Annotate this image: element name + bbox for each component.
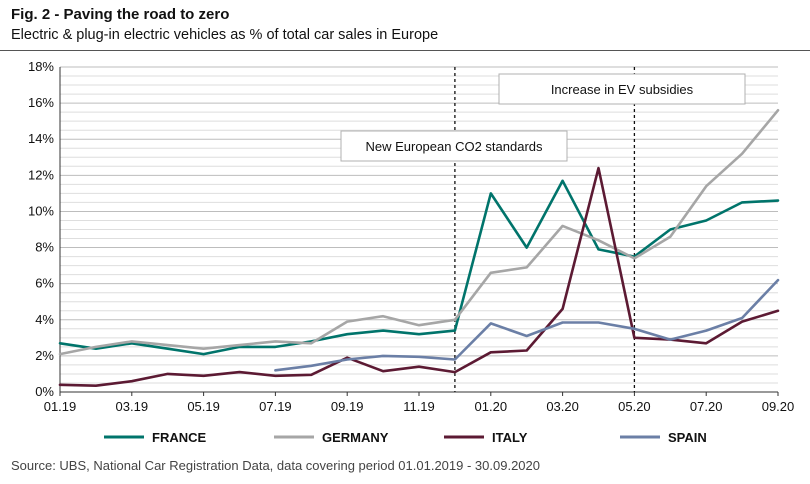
legend-label-italy: ITALY xyxy=(492,430,528,445)
x-tick-label: 01.20 xyxy=(475,399,508,414)
y-tick-label: 14% xyxy=(28,131,54,146)
x-axis-ticks: 01.19 03.19 05.19 07.19 09.19 11.19 01.20 03.20… xyxy=(44,392,795,414)
event-annotation-label: Increase in EV subsidies xyxy=(551,82,694,97)
x-tick-label: 05.19 xyxy=(187,399,220,414)
y-tick-label: 16% xyxy=(28,95,54,110)
legend-label-germany: GERMANY xyxy=(322,430,389,445)
x-tick-label: 05.20 xyxy=(618,399,651,414)
event-annotation-label: New European CO2 standards xyxy=(365,139,543,154)
figure-subtitle: Electric & plug-in electric vehicles as … xyxy=(11,27,439,43)
y-tick-label: 6% xyxy=(35,276,54,291)
y-tick-label: 0% xyxy=(35,384,54,399)
series-line-france xyxy=(58,179,780,356)
x-tick-label: 03.20 xyxy=(546,399,579,414)
y-tick-label: 2% xyxy=(35,348,54,363)
series-lines xyxy=(58,109,780,387)
source-note: Source: UBS, National Car Registration D… xyxy=(11,458,540,473)
legend-label-france: FRANCE xyxy=(152,430,206,445)
legend-label-spain: SPAIN xyxy=(668,430,707,445)
x-tick-label: 07.19 xyxy=(259,399,292,414)
y-axis-ticks: 0% 2% 4% 6% 8% 10% 12% 14% 16% 18% xyxy=(28,59,54,399)
x-tick-label: 11.19 xyxy=(403,399,435,414)
y-tick-label: 10% xyxy=(28,203,54,218)
title-divider xyxy=(0,50,810,51)
event-annotation-box xyxy=(340,130,568,162)
gridlines xyxy=(59,66,778,393)
x-tick-label: 09.20 xyxy=(762,399,795,414)
series-line-italy xyxy=(58,166,780,387)
event-markers: New European CO2 standards Increase in EV… xyxy=(340,67,746,392)
y-tick-label: 8% xyxy=(35,240,54,255)
figure-title: Fig. 2 - Paving the road to zero xyxy=(11,6,230,23)
x-tick-label: 09.19 xyxy=(331,399,364,414)
y-tick-label: 18% xyxy=(28,59,54,74)
x-tick-label: 01.19 xyxy=(44,399,77,414)
x-tick-label: 03.19 xyxy=(116,399,149,414)
series-line-spain xyxy=(274,278,780,372)
y-tick-label: 4% xyxy=(35,312,54,327)
x-tick-label: 07.20 xyxy=(690,399,723,414)
series-line-germany xyxy=(58,109,780,356)
event-annotation-box xyxy=(498,73,746,105)
y-tick-label: 12% xyxy=(28,167,54,182)
legend: FRANCE GERMANY ITALY SPAIN xyxy=(104,430,707,445)
